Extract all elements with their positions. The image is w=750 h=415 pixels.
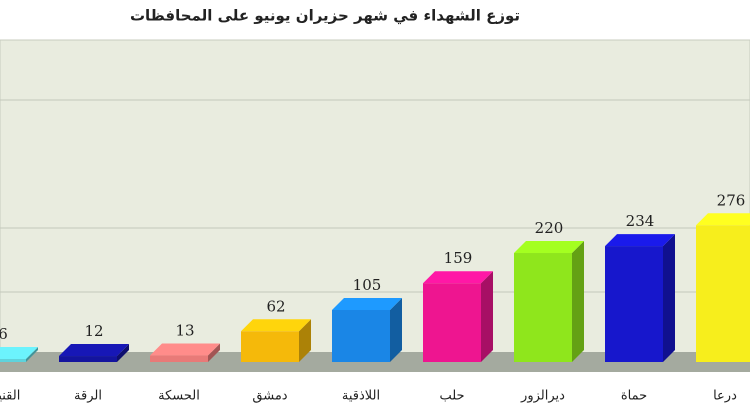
bar-side (663, 234, 675, 362)
x-tick-label: القنيطرة (0, 389, 20, 404)
bar-side (117, 344, 129, 362)
value-label: 159 (444, 249, 473, 267)
chart-title: توزع الشهداء في شهر حزيران يونيو على الم… (130, 7, 520, 25)
x-tick-label: دمشق (252, 389, 287, 404)
value-label: 276 (717, 191, 746, 209)
bar-top (0, 347, 38, 360)
bar-top (241, 319, 311, 332)
bar-top (514, 241, 584, 254)
bar-top (696, 213, 750, 226)
bar-side (208, 343, 220, 362)
value-label: 105 (353, 276, 382, 294)
bar-top (150, 343, 220, 356)
bar-side (390, 297, 402, 362)
bar-top (332, 297, 402, 310)
value-label: 234 (626, 212, 655, 230)
bar (423, 283, 481, 362)
bar-top (423, 271, 493, 284)
value-label: 62 (266, 297, 285, 315)
bar-top (605, 234, 675, 247)
x-tick-label: الرقة (74, 389, 102, 404)
bar-side (481, 271, 493, 362)
x-tick-label: الحسكة (158, 389, 200, 404)
bar (59, 356, 117, 362)
bar-side (26, 347, 38, 362)
bar-side (572, 241, 584, 362)
bar (332, 309, 390, 362)
x-tick-label: اللاذقية (342, 389, 380, 404)
bar (0, 359, 26, 362)
value-label: 6 (0, 325, 8, 343)
value-label: 220 (535, 219, 564, 237)
bar (514, 253, 572, 362)
x-tick-label: ديرالزور (520, 389, 565, 404)
bar (605, 246, 663, 362)
value-label: 12 (84, 322, 103, 340)
bar (696, 225, 750, 362)
x-tick-label: حلب (439, 389, 464, 404)
value-label: 13 (175, 322, 194, 340)
bar (150, 355, 208, 362)
x-tick-label: حماة (621, 389, 647, 404)
bar-top (59, 344, 129, 357)
bar-side (299, 319, 311, 362)
x-tick-label: درعا (713, 389, 737, 404)
bar (241, 331, 299, 362)
